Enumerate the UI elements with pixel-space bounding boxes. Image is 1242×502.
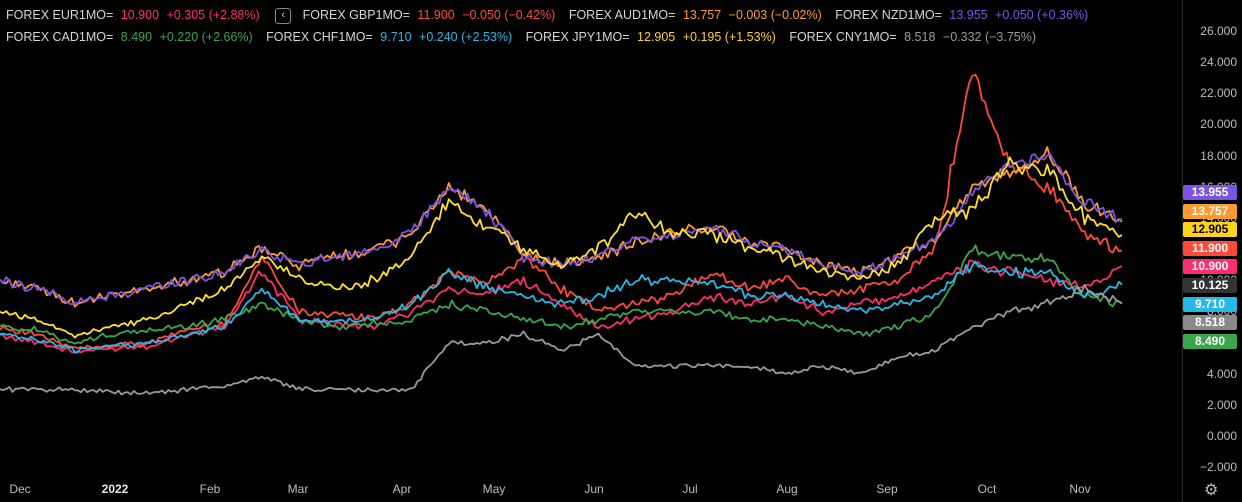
y-tick-label: 22.000 — [1200, 86, 1237, 101]
series-line-forex-aud1mo[interactable] — [0, 146, 1123, 308]
legend-item-nzd[interactable]: FOREX NZD1MO= 13.955 +0.050 (+0.36%) — [835, 4, 1088, 26]
legend-name: FOREX CAD1MO= — [6, 30, 114, 44]
legend-change: −0.003 (−0.02%) — [728, 8, 822, 22]
legend-value: 10.900 — [120, 8, 160, 22]
legend-value: 13.955 — [949, 8, 988, 22]
legend-name: FOREX CNY1MO= — [789, 30, 897, 44]
legend-value: 9.710 — [380, 30, 412, 44]
legend-item-jpy[interactable]: FOREX JPY1MO= 12.905 +0.195 (+1.53%) — [526, 26, 776, 48]
x-tick-label: Jul — [682, 482, 698, 496]
legend-item-eur[interactable]: FOREX EUR1MO= 10.900 +0.305 (+2.88%) — [6, 4, 260, 26]
series-line-forex-chf1mo[interactable] — [0, 260, 1123, 354]
legend-name: FOREX CHF1MO= — [266, 30, 373, 44]
last-value-badge: 8.518 — [1183, 315, 1237, 331]
series-line-forex-cny1mo[interactable] — [0, 283, 1123, 396]
last-value-badge: 10.125 — [1183, 278, 1237, 293]
legend-change: +0.195 (+1.53%) — [682, 30, 776, 44]
legend-name: FOREX EUR1MO= — [6, 8, 114, 22]
legend-item-cny[interactable]: FOREX CNY1MO= 8.518 −0.332 (−3.75%) — [789, 26, 1036, 48]
legend-change: −0.332 (−3.75%) — [942, 30, 1037, 44]
y-tick-label: 0.000 — [1206, 429, 1237, 443]
last-value-badge: 12.905 — [1183, 222, 1237, 238]
legend-name: FOREX AUD1MO= — [568, 8, 676, 22]
legend-item-aud[interactable]: FOREX AUD1MO= 13.757 −0.003 (−0.02%) — [569, 4, 822, 26]
legend-value: 8.490 — [120, 30, 153, 44]
series-line-forex-cad1mo[interactable] — [0, 244, 1123, 345]
x-tick-label: Mar — [287, 482, 309, 496]
legend-name: FOREX NZD1MO= — [835, 8, 942, 22]
y-tick-label: 18.000 — [1200, 148, 1237, 163]
legend-change: −0.050 (−0.42%) — [462, 8, 556, 22]
legend-row-1: FOREX EUR1MO= 10.900 +0.305 (+2.88%) ‹ F… — [6, 4, 1098, 48]
y-tick-label: −2.000 — [1199, 460, 1237, 475]
legend-value: 8.518 — [904, 30, 936, 44]
gear-icon[interactable]: ⚙ — [1204, 482, 1219, 499]
series-line-forex-nzd1mo[interactable] — [0, 153, 1123, 306]
legend-change: +0.305 (+2.88%) — [166, 8, 260, 22]
last-value-badge: 9.710 — [1183, 296, 1237, 312]
x-tick-label: Aug — [776, 482, 798, 496]
x-tick-label: May — [482, 482, 506, 496]
last-value-badge: 11.900 — [1183, 240, 1237, 256]
legend-item-chf[interactable]: FOREX CHF1MO= 9.710 +0.240 (+2.53%) — [266, 26, 512, 48]
y-tick-label: 20.000 — [1200, 117, 1237, 132]
y-tick-label: 26.000 — [1200, 24, 1237, 38]
legend-name: FOREX JPY1MO= — [525, 30, 630, 44]
legend-value: 11.900 — [417, 8, 455, 22]
x-tick-label: Feb — [199, 482, 221, 496]
x-tick-label: Jun — [584, 482, 604, 496]
last-value-badge: 8.490 — [1183, 333, 1237, 349]
legend-change: +0.240 (+2.53%) — [419, 30, 513, 44]
y-tick-label: 24.000 — [1200, 55, 1237, 70]
x-tick-label: Nov — [1069, 482, 1091, 496]
x-tick-label: Sep — [876, 482, 898, 496]
last-value-badge: 13.955 — [1183, 185, 1237, 200]
legend-item-cad[interactable]: FOREX CAD1MO= 8.490 +0.220 (+2.66%) — [6, 26, 253, 48]
series-line-forex-jpy1mo[interactable] — [0, 156, 1123, 339]
last-value-badge: 10.900 — [1183, 259, 1237, 275]
last-value-badge: 13.757 — [1183, 203, 1237, 219]
x-tick-label: Apr — [392, 482, 412, 496]
y-tick-label: 4.000 — [1206, 366, 1237, 381]
legend-change: +0.050 (+0.36%) — [995, 8, 1089, 22]
y-tick-label: 2.000 — [1206, 397, 1237, 412]
x-tick-label: Oct — [977, 482, 997, 496]
price-axis-divider — [1182, 0, 1183, 502]
legend-change: +0.220 (+2.66%) — [159, 30, 253, 44]
legend-value: 12.905 — [637, 30, 676, 44]
legend-item-gbp[interactable]: FOREX GBP1MO= 11.900 −0.050 (−0.42%) — [303, 4, 556, 26]
chevron-left-icon[interactable]: ‹ — [275, 7, 292, 24]
legend-value: 13.757 — [682, 8, 722, 22]
x-tick-label: Dec — [9, 482, 31, 496]
x-tick-label: 2022 — [101, 482, 129, 496]
series-line-forex-eur1mo[interactable] — [0, 259, 1123, 354]
legend-name: FOREX GBP1MO= — [302, 8, 410, 22]
